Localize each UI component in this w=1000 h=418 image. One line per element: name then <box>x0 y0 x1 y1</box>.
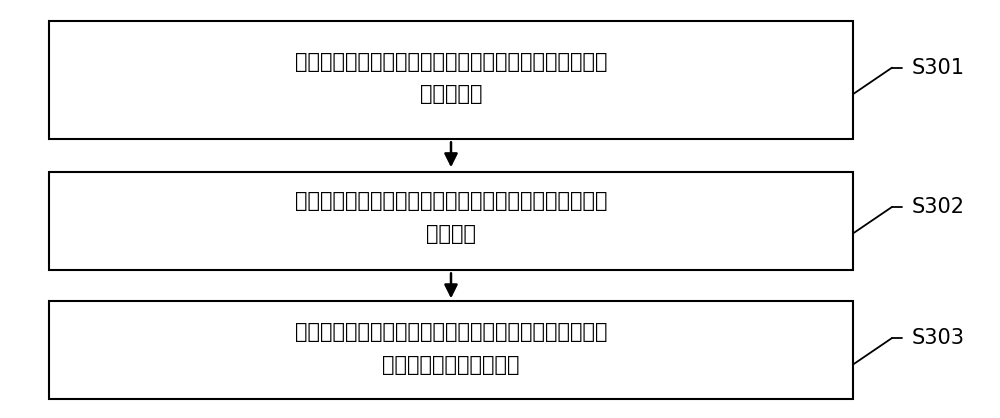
Text: S301: S301 <box>912 58 965 78</box>
Text: S303: S303 <box>912 328 965 348</box>
FancyBboxPatch shape <box>49 301 853 400</box>
Text: 根据平均温度和温控能力区域，从关系对照表中确定目标
电芯对应的温度修正系数: 根据平均温度和温控能力区域，从关系对照表中确定目标 电芯对应的温度修正系数 <box>295 322 607 375</box>
Text: 根据第一空间位置，确定目标电芯所对应的预先划分的温
控能力区域: 根据第一空间位置，确定目标电芯所对应的预先划分的温 控能力区域 <box>295 51 607 104</box>
Text: 获取预设的平均温度和温控能力区域与温度修正系数的关
系对照表: 获取预设的平均温度和温控能力区域与温度修正系数的关 系对照表 <box>295 191 607 244</box>
Text: S302: S302 <box>912 197 965 217</box>
FancyBboxPatch shape <box>49 172 853 270</box>
FancyBboxPatch shape <box>49 20 853 139</box>
